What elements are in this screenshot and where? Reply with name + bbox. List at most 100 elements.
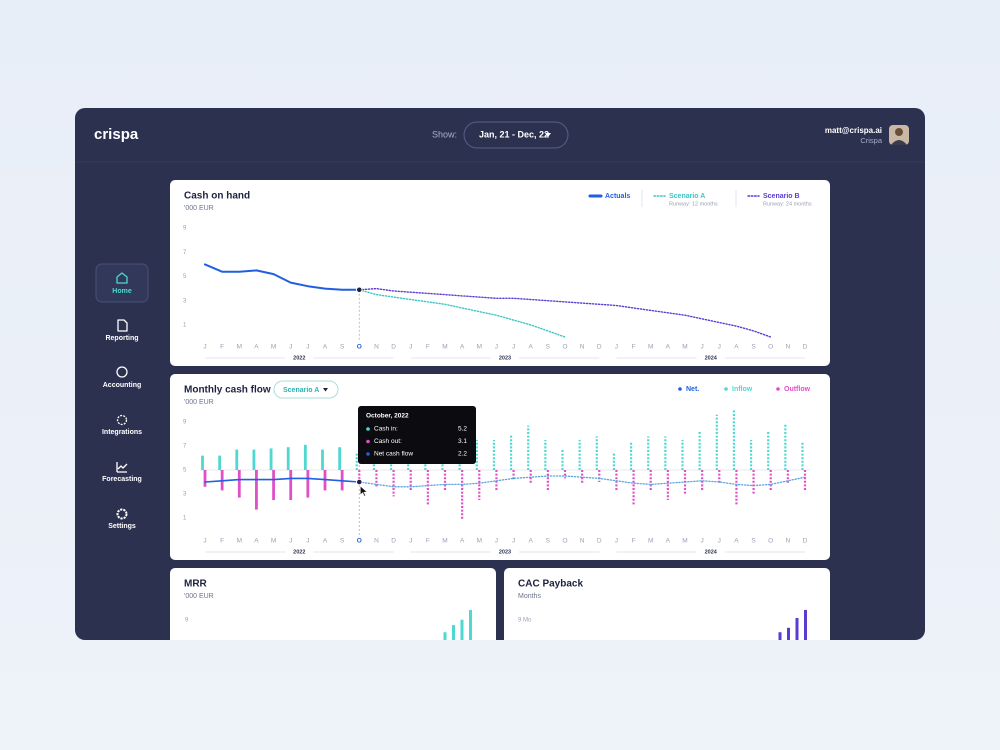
legend-label[interactable]: Actuals	[605, 193, 630, 200]
card	[170, 180, 830, 366]
tooltip: October, 2022 Cash in: 5.2 Cash out: 3.1 Net …	[358, 406, 476, 464]
sidebar: Home Reporting Accounting Integrations Forec…	[102, 288, 142, 530]
bar	[778, 632, 782, 640]
nav-item[interactable]: Forecasting	[102, 476, 142, 483]
content: Cash on hand '000 EUR 1 3 5 7 9 J F M A M J J A S O N D J F M…	[170, 180, 830, 640]
x-tick-label: F	[426, 344, 430, 351]
year-label: 2022	[293, 549, 305, 555]
nav-item[interactable]: Reporting	[105, 335, 138, 342]
scenario-dropdown[interactable]: Scenario A	[273, 380, 339, 399]
avatar[interactable]	[889, 125, 909, 145]
card	[170, 374, 830, 560]
x-tick-label: J	[289, 538, 292, 545]
selected-point	[355, 478, 363, 486]
x-tick-label: M	[237, 538, 242, 545]
x-tick-label: F	[220, 344, 224, 351]
x-tick-label: F	[220, 538, 224, 545]
bar	[795, 617, 799, 640]
x-tick-label: A	[323, 538, 328, 545]
legend-label[interactable]: Scenario B	[763, 193, 800, 200]
icon-settings	[116, 508, 128, 520]
y-tick-label: 7	[183, 444, 187, 450]
y-tick-label: 9	[183, 226, 187, 232]
dropdown-text: Scenario A	[283, 387, 319, 394]
x-tick-label: D	[803, 538, 808, 545]
charts: Cash on hand '000 EUR 1 3 5 7 9 J F M A M J J A S O N D J F M…	[183, 190, 812, 640]
y-tick-label: 3	[183, 298, 187, 304]
legend-label[interactable]: Inflow	[732, 386, 753, 393]
x-tick-label: F	[632, 538, 636, 545]
tooltip-label: Cash in:	[374, 426, 398, 433]
nav-item[interactable]: Integrations	[102, 429, 142, 436]
x-tick-label: N	[786, 344, 791, 351]
legend-label[interactable]: Scenario A	[669, 193, 705, 200]
legend-dot	[678, 387, 682, 391]
tooltip-label: Net cash flow	[374, 451, 413, 458]
tooltip-bg	[358, 406, 476, 464]
x-tick-label: J	[289, 344, 292, 351]
x-tick-label: A	[529, 344, 534, 351]
x-tick-label: J	[512, 344, 515, 351]
x-tick-label: S	[546, 538, 551, 545]
user-org: Crispa	[860, 136, 883, 145]
tooltip-value: 3.1	[458, 438, 467, 445]
x-tick-label: O	[768, 538, 773, 545]
card	[170, 568, 496, 640]
x-tick-label: O	[357, 538, 362, 545]
x-tick-label: A	[666, 344, 671, 351]
x-tick-label: M	[442, 344, 447, 351]
x-tick-label: D	[597, 538, 602, 545]
legend-label[interactable]: Net.	[686, 386, 699, 393]
x-tick-label: M	[682, 344, 687, 351]
x-tick-label: J	[203, 538, 206, 545]
bar	[460, 619, 464, 640]
x-tick-label: J	[718, 344, 721, 351]
x-tick-label: D	[391, 538, 396, 545]
x-tick-label: D	[803, 344, 808, 351]
legend-dot	[776, 387, 780, 391]
nav-item[interactable]: Accounting	[103, 382, 142, 389]
tooltip-dot	[366, 439, 370, 444]
x-tick-label: A	[666, 538, 671, 545]
year-label: 2023	[499, 355, 511, 361]
x-tick-label: N	[580, 344, 585, 351]
y-tick-label: 5	[183, 468, 187, 474]
line	[204, 263, 361, 291]
date-range-dropdown[interactable]: Jan, 21 - Dec, 22	[463, 121, 569, 149]
x-tick-label: S	[546, 344, 551, 351]
logo[interactable]: crispa	[94, 126, 139, 143]
avatar-body	[891, 140, 907, 145]
show-label: Show:	[432, 129, 457, 139]
year-label: 2022	[293, 355, 305, 361]
dropdown-caret	[323, 388, 328, 392]
x-tick-label: J	[409, 344, 412, 351]
x-tick-label: J	[718, 538, 721, 545]
nav-item[interactable]: Settings	[108, 523, 136, 530]
year-label: 2023	[499, 549, 511, 555]
x-tick-label: M	[648, 344, 653, 351]
x-tick-label: M	[237, 344, 242, 351]
x-tick-label: S	[751, 538, 756, 545]
x-tick-label: S	[340, 538, 345, 545]
y-tick-label: 5	[183, 274, 187, 280]
x-tick-label: A	[734, 538, 739, 545]
legend-label[interactable]: Outflow	[784, 386, 811, 393]
icon-integrations	[116, 414, 128, 426]
line	[358, 287, 772, 338]
card-title: Monthly cash flow	[184, 385, 271, 396]
x-tick-label: J	[306, 344, 309, 351]
card-title: CAC Payback	[518, 579, 583, 590]
year-label: 2024	[705, 549, 718, 555]
nav-item[interactable]: Home	[112, 288, 132, 295]
tooltip-title: October, 2022	[366, 413, 409, 420]
x-tick-label: J	[615, 538, 618, 545]
x-tick-label: A	[254, 538, 259, 545]
line	[204, 477, 361, 483]
card-title: MRR	[184, 579, 208, 590]
card-subtitle: '000 EUR	[184, 399, 214, 406]
dropdown-text: Jan, 21 - Dec, 22	[479, 129, 549, 139]
tooltip-value: 5.2	[458, 426, 467, 433]
card-subtitle: '000 EUR	[184, 593, 214, 600]
x-tick-label: O	[768, 344, 773, 351]
